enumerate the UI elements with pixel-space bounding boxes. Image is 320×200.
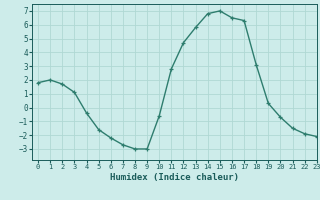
X-axis label: Humidex (Indice chaleur): Humidex (Indice chaleur) bbox=[110, 173, 239, 182]
